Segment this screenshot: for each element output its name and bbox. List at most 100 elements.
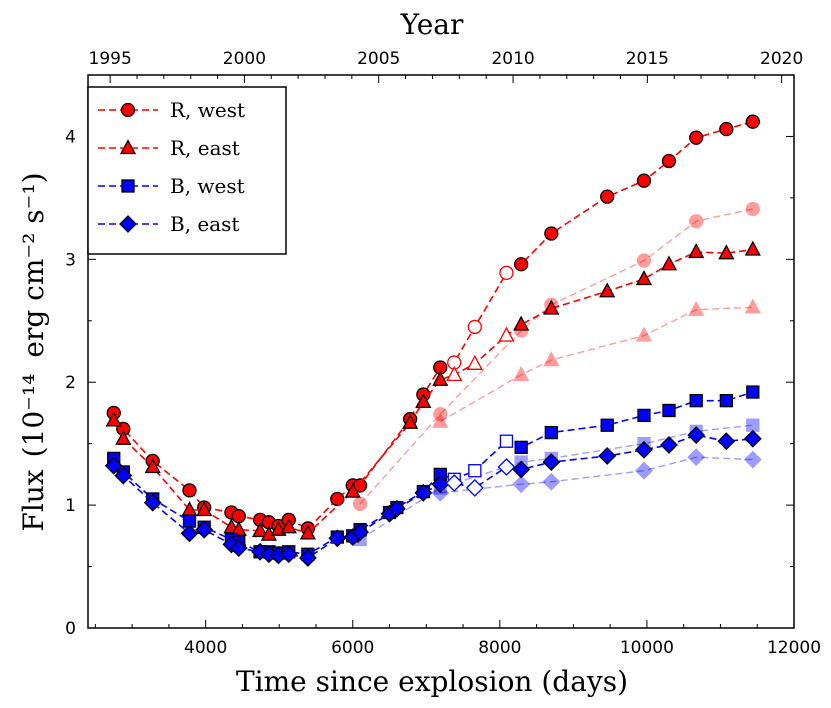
x-tick-label: 4000 — [184, 638, 227, 658]
data-point-b-west-faded-6 — [746, 418, 760, 432]
data-point-b-west-23 — [544, 425, 558, 440]
data-point-b-west-28 — [719, 394, 733, 408]
data-point-b-east-18 — [431, 475, 450, 494]
data-point-b-east-20 — [465, 478, 484, 497]
data-point-b-east-3 — [180, 524, 199, 543]
data-point-r-west-26 — [689, 130, 704, 145]
y-axis-title-scale: (10⁻¹⁴ — [17, 374, 50, 458]
data-point-b-east-faded-5 — [743, 450, 762, 469]
data-point-r-west-22 — [544, 226, 559, 241]
legend-box — [87, 86, 287, 255]
top-tick-label: 2020 — [760, 49, 803, 69]
data-point-r-east-2 — [144, 458, 161, 474]
main-series-layer — [104, 114, 762, 567]
data-point-b-east-faded-3 — [635, 461, 653, 480]
x-tick-label: 10000 — [620, 638, 674, 658]
data-point-r-east-4 — [196, 501, 213, 517]
y-axis-title-unit: erg cm⁻² s⁻¹ — [17, 183, 50, 357]
data-point-r-east-10 — [280, 518, 297, 534]
plot-frame — [87, 74, 795, 629]
legend-entry-r-east: R, east — [98, 136, 240, 160]
data-point-b-west-26 — [662, 403, 676, 418]
data-point-r-east-22 — [635, 270, 653, 286]
data-point-r-west-6 — [231, 509, 246, 524]
data-point-b-east-23 — [542, 453, 561, 472]
data-point-r-west-24 — [636, 173, 652, 188]
data-point-r-east-17 — [466, 354, 483, 370]
data-point-b-east-24 — [598, 447, 617, 465]
data-point-b-east-19 — [445, 474, 464, 492]
data-point-r-east-20 — [543, 299, 560, 315]
data-point-b-east-14 — [351, 523, 370, 542]
data-point-b-east-21 — [497, 458, 516, 476]
y-axis-title-main: Flux — [17, 469, 50, 531]
data-point-r-east-faded-1 — [513, 365, 530, 381]
data-point-r-east-faded-0 — [432, 412, 449, 428]
x-axis-title: Time since explosion (days) — [236, 665, 628, 698]
data-point-r-east-26 — [744, 240, 761, 256]
y-axis-title-close: ) — [17, 172, 50, 183]
legend-label: R, west — [170, 98, 245, 122]
series-r-east-faded — [432, 298, 761, 428]
data-point-b-west-27 — [689, 394, 703, 408]
data-point-b-east-17 — [414, 483, 433, 502]
x-tick-label: 8000 — [478, 638, 521, 658]
data-point-r-west-faded-0 — [352, 496, 368, 512]
top-tick-label: 2005 — [357, 49, 400, 69]
top-x-axis-title: Year — [400, 8, 464, 41]
data-point-b-east-0 — [104, 456, 123, 475]
legend-label: B, east — [170, 212, 239, 236]
data-point-b-east-12 — [328, 529, 347, 548]
data-point-r-west-3 — [182, 483, 197, 498]
data-point-r-east-16 — [446, 365, 463, 381]
data-point-r-east-faded-5 — [744, 298, 761, 314]
data-point-b-east-27 — [687, 426, 706, 444]
y-tick-label: 1 — [65, 496, 76, 516]
series-b-east-faded — [431, 448, 762, 502]
data-point-b-east-faded-2 — [542, 472, 561, 491]
series-b-east — [104, 426, 762, 567]
data-point-b-west-22 — [514, 440, 528, 455]
y-tick-label: 2 — [65, 373, 76, 393]
legend-marker-b-east — [119, 215, 137, 233]
data-point-r-east-19 — [513, 315, 530, 331]
data-point-r-east-13 — [402, 413, 419, 429]
legend-label: R, east — [170, 136, 240, 160]
data-point-b-west-21 — [499, 434, 514, 448]
series-r-east — [105, 240, 761, 541]
data-point-r-west-20 — [499, 265, 514, 281]
series-line-b-east — [113, 434, 753, 559]
legend-items: R, west R, east B, west B, east — [98, 98, 245, 236]
y-tick-label: 0 — [65, 619, 76, 639]
data-point-b-east-faded-1 — [512, 475, 531, 494]
y-tick-label: 4 — [65, 127, 76, 147]
data-point-r-east-23 — [660, 255, 678, 271]
data-point-r-east-0 — [105, 411, 122, 427]
data-point-r-east-7 — [251, 522, 269, 538]
data-point-r-west-19 — [467, 319, 482, 335]
data-point-r-west-faded-6 — [745, 201, 760, 217]
data-point-b-west-24 — [600, 418, 614, 432]
legend-label: B, west — [170, 174, 245, 198]
data-point-r-east-faded-4 — [688, 300, 705, 316]
legend-marker-r-east — [119, 139, 137, 155]
data-point-r-east-6 — [230, 520, 247, 536]
data-point-b-east-25 — [635, 440, 653, 459]
data-point-r-east-21 — [599, 282, 616, 298]
data-point-b-east-2 — [143, 493, 162, 512]
series-line-b-east-faded — [440, 456, 753, 494]
data-point-r-east-1 — [115, 429, 132, 445]
legend-entry-r-west: R, west — [98, 98, 245, 122]
data-point-b-west-25 — [637, 408, 651, 423]
data-point-b-east-faded-4 — [687, 448, 706, 467]
data-point-b-east-22 — [512, 460, 531, 479]
legend-marker-b-west — [121, 179, 135, 193]
data-point-r-west-25 — [661, 153, 677, 169]
data-point-r-west-faded-1 — [433, 407, 448, 422]
legend-entry-b-west: B, west — [98, 174, 245, 198]
y-axis-title: Flux (10⁻¹⁴ erg cm⁻² s⁻¹) — [17, 172, 50, 531]
data-point-r-west-21 — [514, 257, 529, 272]
data-point-b-east-1 — [114, 466, 133, 485]
data-point-r-east-14 — [415, 393, 432, 409]
